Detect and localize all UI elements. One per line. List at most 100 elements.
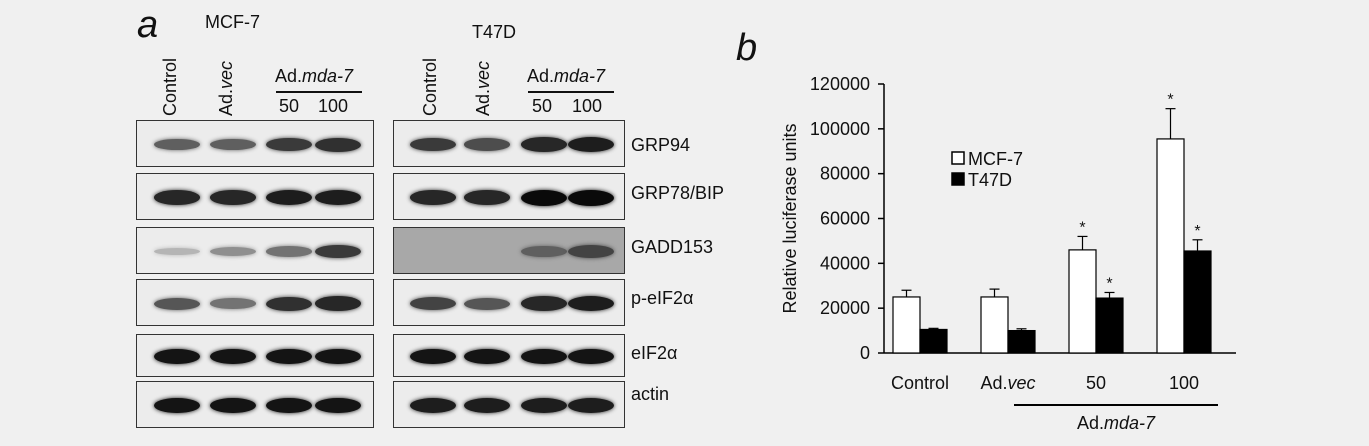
legend-swatch-t47d bbox=[951, 172, 965, 186]
mcf7-band bbox=[154, 397, 200, 414]
t47d-band bbox=[410, 190, 456, 205]
mcf7-band bbox=[266, 296, 312, 311]
y-tick-label: 80000 bbox=[820, 164, 870, 184]
bar-mcf7-0 bbox=[892, 296, 921, 354]
protein-label-grp78: GRP78/BIP bbox=[631, 183, 725, 203]
t47d-group-label: Ad.mda-7 bbox=[527, 66, 606, 86]
mcf7-col-advec: Ad.vec bbox=[216, 60, 236, 116]
t47d-blot-row-4 bbox=[393, 279, 625, 326]
bar-t47d-3 bbox=[1183, 250, 1212, 354]
t47d-blot-row-6 bbox=[393, 381, 625, 428]
mcf7-band bbox=[266, 397, 312, 414]
protein-label-grp94: GRP94 bbox=[631, 135, 691, 155]
mcf7-band bbox=[210, 138, 256, 151]
t47d-band bbox=[410, 137, 456, 152]
t47d-col-control: Control bbox=[420, 57, 440, 116]
protein-label-eif2a: eIF2α bbox=[631, 343, 678, 363]
mcf7-band bbox=[210, 397, 256, 414]
mcf7-band bbox=[315, 244, 361, 259]
mcf7-band bbox=[315, 296, 361, 311]
t47d-title: T47D bbox=[472, 22, 517, 42]
mcf7-band bbox=[315, 190, 361, 205]
mcf7-col-control: Control bbox=[160, 57, 180, 116]
t47d-band bbox=[521, 296, 567, 311]
mcf7-band bbox=[266, 190, 312, 205]
mcf7-band bbox=[266, 137, 312, 152]
mcf7-blot-row-1 bbox=[136, 120, 374, 167]
mcf7-band bbox=[210, 298, 256, 309]
t47d-band bbox=[464, 348, 510, 365]
t47d-col-advec: Ad.vec bbox=[473, 60, 493, 116]
mcf7-band bbox=[154, 248, 200, 255]
luciferase-bar-chart: 0 20000 40000 60000 80000 100000 120000 Relativ… bbox=[780, 74, 1236, 433]
mcf7-blot-row-5 bbox=[136, 334, 374, 377]
y-axis-title: Relative luciferase units bbox=[780, 123, 800, 313]
t47d-group-line bbox=[528, 91, 614, 93]
mcf7-band bbox=[154, 190, 200, 205]
y-tick-label: 100000 bbox=[810, 119, 870, 139]
bar-t47d-2 bbox=[1095, 297, 1124, 354]
mcf7-band bbox=[154, 138, 200, 151]
mcf7-band bbox=[266, 348, 312, 365]
t47d-band bbox=[568, 189, 614, 206]
t47d-band bbox=[464, 297, 510, 310]
x-tick-label: Ad.vec bbox=[980, 373, 1035, 393]
t47d-band bbox=[568, 398, 614, 413]
legend-swatch-mcf7 bbox=[951, 151, 965, 165]
bar-mcf7-1 bbox=[980, 296, 1009, 354]
t47d-band bbox=[521, 245, 567, 258]
t47d-dose-50: 50 bbox=[532, 96, 553, 116]
mcf7-band bbox=[315, 137, 361, 152]
protein-label-gadd153: GADD153 bbox=[631, 237, 714, 257]
x-tick-label: Control bbox=[891, 373, 949, 393]
mcf7-band bbox=[315, 397, 361, 414]
significance-star: * bbox=[1167, 92, 1173, 109]
t47d-blot-row-1 bbox=[393, 120, 625, 167]
bar-mcf7-2 bbox=[1068, 249, 1097, 354]
t47d-dose-100: 100 bbox=[572, 96, 603, 116]
t47d-band bbox=[568, 296, 614, 311]
t47d-band bbox=[568, 245, 614, 258]
y-tick-label: 40000 bbox=[820, 253, 870, 273]
mcf7-band bbox=[210, 348, 256, 365]
t47d-band bbox=[568, 348, 614, 365]
significance-star: * bbox=[1194, 223, 1200, 240]
protein-label-actin: actin bbox=[631, 384, 670, 404]
t47d-band bbox=[464, 398, 510, 413]
significance-star: * bbox=[1106, 275, 1112, 292]
t47d-blot-row-2 bbox=[393, 173, 625, 220]
mcf7-band bbox=[154, 348, 200, 365]
panel-b-letter: b bbox=[736, 27, 758, 69]
x-group-label: Ad.mda-7 bbox=[1077, 413, 1156, 433]
protein-label-p-eif2a: p-eIF2α bbox=[631, 288, 694, 308]
t47d-band bbox=[568, 137, 614, 152]
t47d-blot-row-3 bbox=[393, 227, 625, 274]
t47d-band bbox=[410, 398, 456, 413]
y-tick-label: 60000 bbox=[820, 209, 870, 229]
mcf7-band bbox=[154, 297, 200, 310]
t47d-band bbox=[410, 348, 456, 365]
t47d-blot-row-5 bbox=[393, 334, 625, 377]
y-tick-label: 20000 bbox=[820, 298, 870, 318]
t47d-band bbox=[521, 348, 567, 365]
mcf7-dose-50: 50 bbox=[279, 96, 300, 116]
legend-label-t47d: T47D bbox=[968, 170, 1012, 190]
mcf7-blot-row-2 bbox=[136, 173, 374, 220]
t47d-band bbox=[410, 297, 456, 310]
bar-mcf7-3 bbox=[1156, 138, 1185, 354]
mcf7-blot-row-6 bbox=[136, 381, 374, 428]
t47d-band bbox=[464, 138, 510, 151]
significance-star: * bbox=[1079, 219, 1085, 236]
mcf7-blot-row-4 bbox=[136, 279, 374, 326]
mcf7-blot-row-3 bbox=[136, 227, 374, 274]
mcf7-band bbox=[210, 190, 256, 205]
t47d-band bbox=[521, 189, 567, 206]
legend-label-mcf7: MCF-7 bbox=[968, 149, 1023, 169]
panel-a-letter: a bbox=[137, 4, 159, 46]
bar-t47d-0 bbox=[919, 328, 948, 354]
bar-t47d-1 bbox=[1007, 329, 1036, 354]
t47d-band bbox=[464, 190, 510, 205]
x-tick-label: 100 bbox=[1169, 373, 1199, 393]
mcf7-band bbox=[315, 348, 361, 365]
mcf7-group-line bbox=[276, 91, 362, 93]
